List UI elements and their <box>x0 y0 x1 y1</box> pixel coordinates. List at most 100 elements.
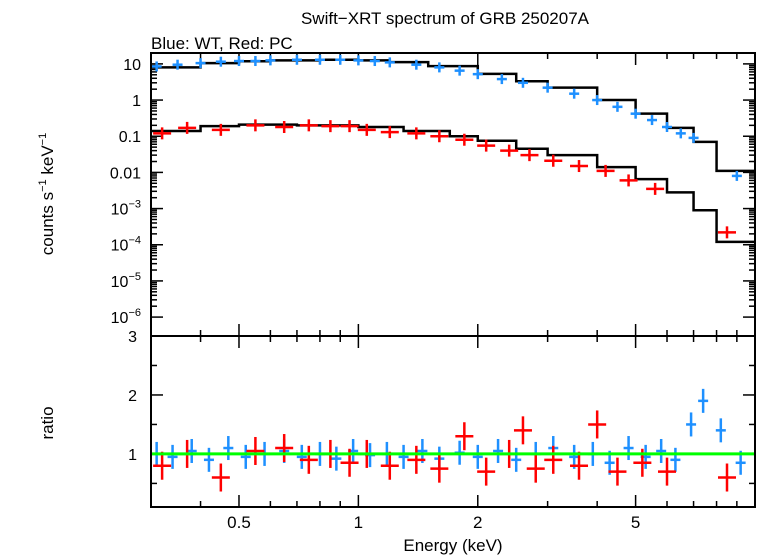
ratio-point-pc <box>380 451 399 480</box>
spectrum-models <box>151 58 755 244</box>
data-point-pc <box>520 149 539 162</box>
ratio-point-pc <box>526 454 545 483</box>
y-tick-exponent: −6 <box>128 307 141 319</box>
ratio-point-wt <box>296 444 307 469</box>
ratio-point-wt <box>240 444 251 469</box>
data-point-wt <box>454 65 465 76</box>
ratio-point-wt <box>203 447 214 472</box>
ratio-point-pc <box>570 451 589 480</box>
data-point-pc <box>477 139 496 152</box>
ylabel-main: counts s <box>38 192 57 255</box>
data-point-wt <box>472 69 483 80</box>
data-point-pc <box>211 123 230 136</box>
data-point-pc <box>178 121 197 134</box>
ylabel-sup2: −1 <box>37 133 49 146</box>
y-tick-label: 10 <box>123 57 141 74</box>
chart-title: Swift−XRT spectrum of GRB 250207A <box>301 9 590 28</box>
y-tick-exponent: −5 <box>128 271 141 283</box>
y-tick-label: 1 <box>132 93 141 110</box>
data-point-wt <box>647 115 658 126</box>
ylabel-mid: keV <box>38 145 57 180</box>
ratio-point-wt <box>715 418 726 443</box>
data-point-pc <box>246 119 265 132</box>
data-point-wt <box>411 59 422 70</box>
model-line-pc <box>151 123 755 244</box>
y-tick-base: 10 <box>111 310 129 327</box>
data-point-pc <box>340 120 359 133</box>
spectrum-frame <box>150 52 756 337</box>
ratio-point-pc <box>588 410 607 439</box>
ylabel-sup1: −1 <box>37 179 49 192</box>
ratio-point-pc <box>211 463 230 492</box>
ratio-point-pc <box>407 445 426 474</box>
y-tick-exponent: −3 <box>128 199 141 211</box>
data-point-pc <box>299 119 318 132</box>
data-point-pc <box>153 127 172 140</box>
ratio-point-wt <box>223 436 234 461</box>
ratio-point-wt <box>698 388 709 413</box>
data-point-pc <box>455 133 474 146</box>
data-point-wt <box>369 56 380 67</box>
ratio-point-pc <box>544 445 563 474</box>
ratio-point-wt <box>670 447 681 472</box>
ratio-points <box>151 388 746 492</box>
data-point-wt <box>353 55 364 66</box>
ratio-point-wt <box>331 446 342 471</box>
ratio-point-wt <box>511 447 522 472</box>
data-point-wt <box>233 56 244 67</box>
data-point-wt <box>517 77 528 88</box>
x-tick-label: 0.5 <box>227 513 251 532</box>
ratio-y-axis-label: ratio <box>38 406 57 439</box>
chart-subtitle: Blue: WT, Red: PC <box>151 34 293 53</box>
ratio-panel: 1 2 3 <box>128 329 756 508</box>
data-point-wt <box>291 54 302 65</box>
data-point-pc <box>718 226 737 239</box>
data-point-wt <box>542 82 553 93</box>
y-tick-label: 3 <box>128 329 137 346</box>
y-tick-label: 1 <box>128 447 137 464</box>
ratio-point-wt <box>656 438 667 463</box>
y-tick-label: 0.1 <box>119 129 141 146</box>
data-point-pc <box>430 130 449 143</box>
data-point-wt <box>688 132 699 143</box>
y-tick-base: 10 <box>111 202 129 219</box>
data-point-wt <box>612 101 623 112</box>
ratio-point-pc <box>513 416 532 445</box>
data-point-pc <box>321 120 340 133</box>
ratio-point-pc <box>718 463 737 492</box>
y-tick-label: 10−3 <box>111 199 141 219</box>
data-point-pc <box>544 154 563 167</box>
data-point-pc <box>619 174 638 187</box>
data-point-wt <box>731 170 742 181</box>
data-point-pc <box>500 144 519 157</box>
y-tick-label: 10−5 <box>111 271 141 291</box>
data-point-pc <box>407 127 426 140</box>
y-tick-exponent: −4 <box>128 235 141 247</box>
data-point-pc <box>596 164 615 177</box>
data-point-pc <box>646 182 665 195</box>
x-tick-labels: 0.5 1 2 5 <box>227 513 640 532</box>
ratio-ticks: 1 2 3 <box>128 329 756 507</box>
data-point-wt <box>434 62 445 73</box>
ratio-point-pc <box>299 445 318 474</box>
ratio-point-pc <box>275 434 294 463</box>
ratio-point-pc <box>246 436 265 465</box>
y-tick-base: 10 <box>111 238 129 255</box>
data-point-pc <box>570 160 589 173</box>
y-tick-label: 10−4 <box>111 235 141 255</box>
x-tick-label: 1 <box>354 513 363 532</box>
ratio-point-pc <box>477 457 496 486</box>
ratio-point-wt <box>472 444 483 469</box>
data-point-wt <box>265 55 276 66</box>
x-axis-label: Energy (keV) <box>403 536 502 555</box>
data-point-wt <box>675 128 686 139</box>
ratio-point-pc <box>658 457 677 486</box>
ratio-point-pc <box>153 451 172 480</box>
ratio-point-wt <box>167 444 178 469</box>
data-point-wt <box>195 58 206 69</box>
data-point-pc <box>357 123 376 136</box>
ratio-point-wt <box>686 412 697 437</box>
